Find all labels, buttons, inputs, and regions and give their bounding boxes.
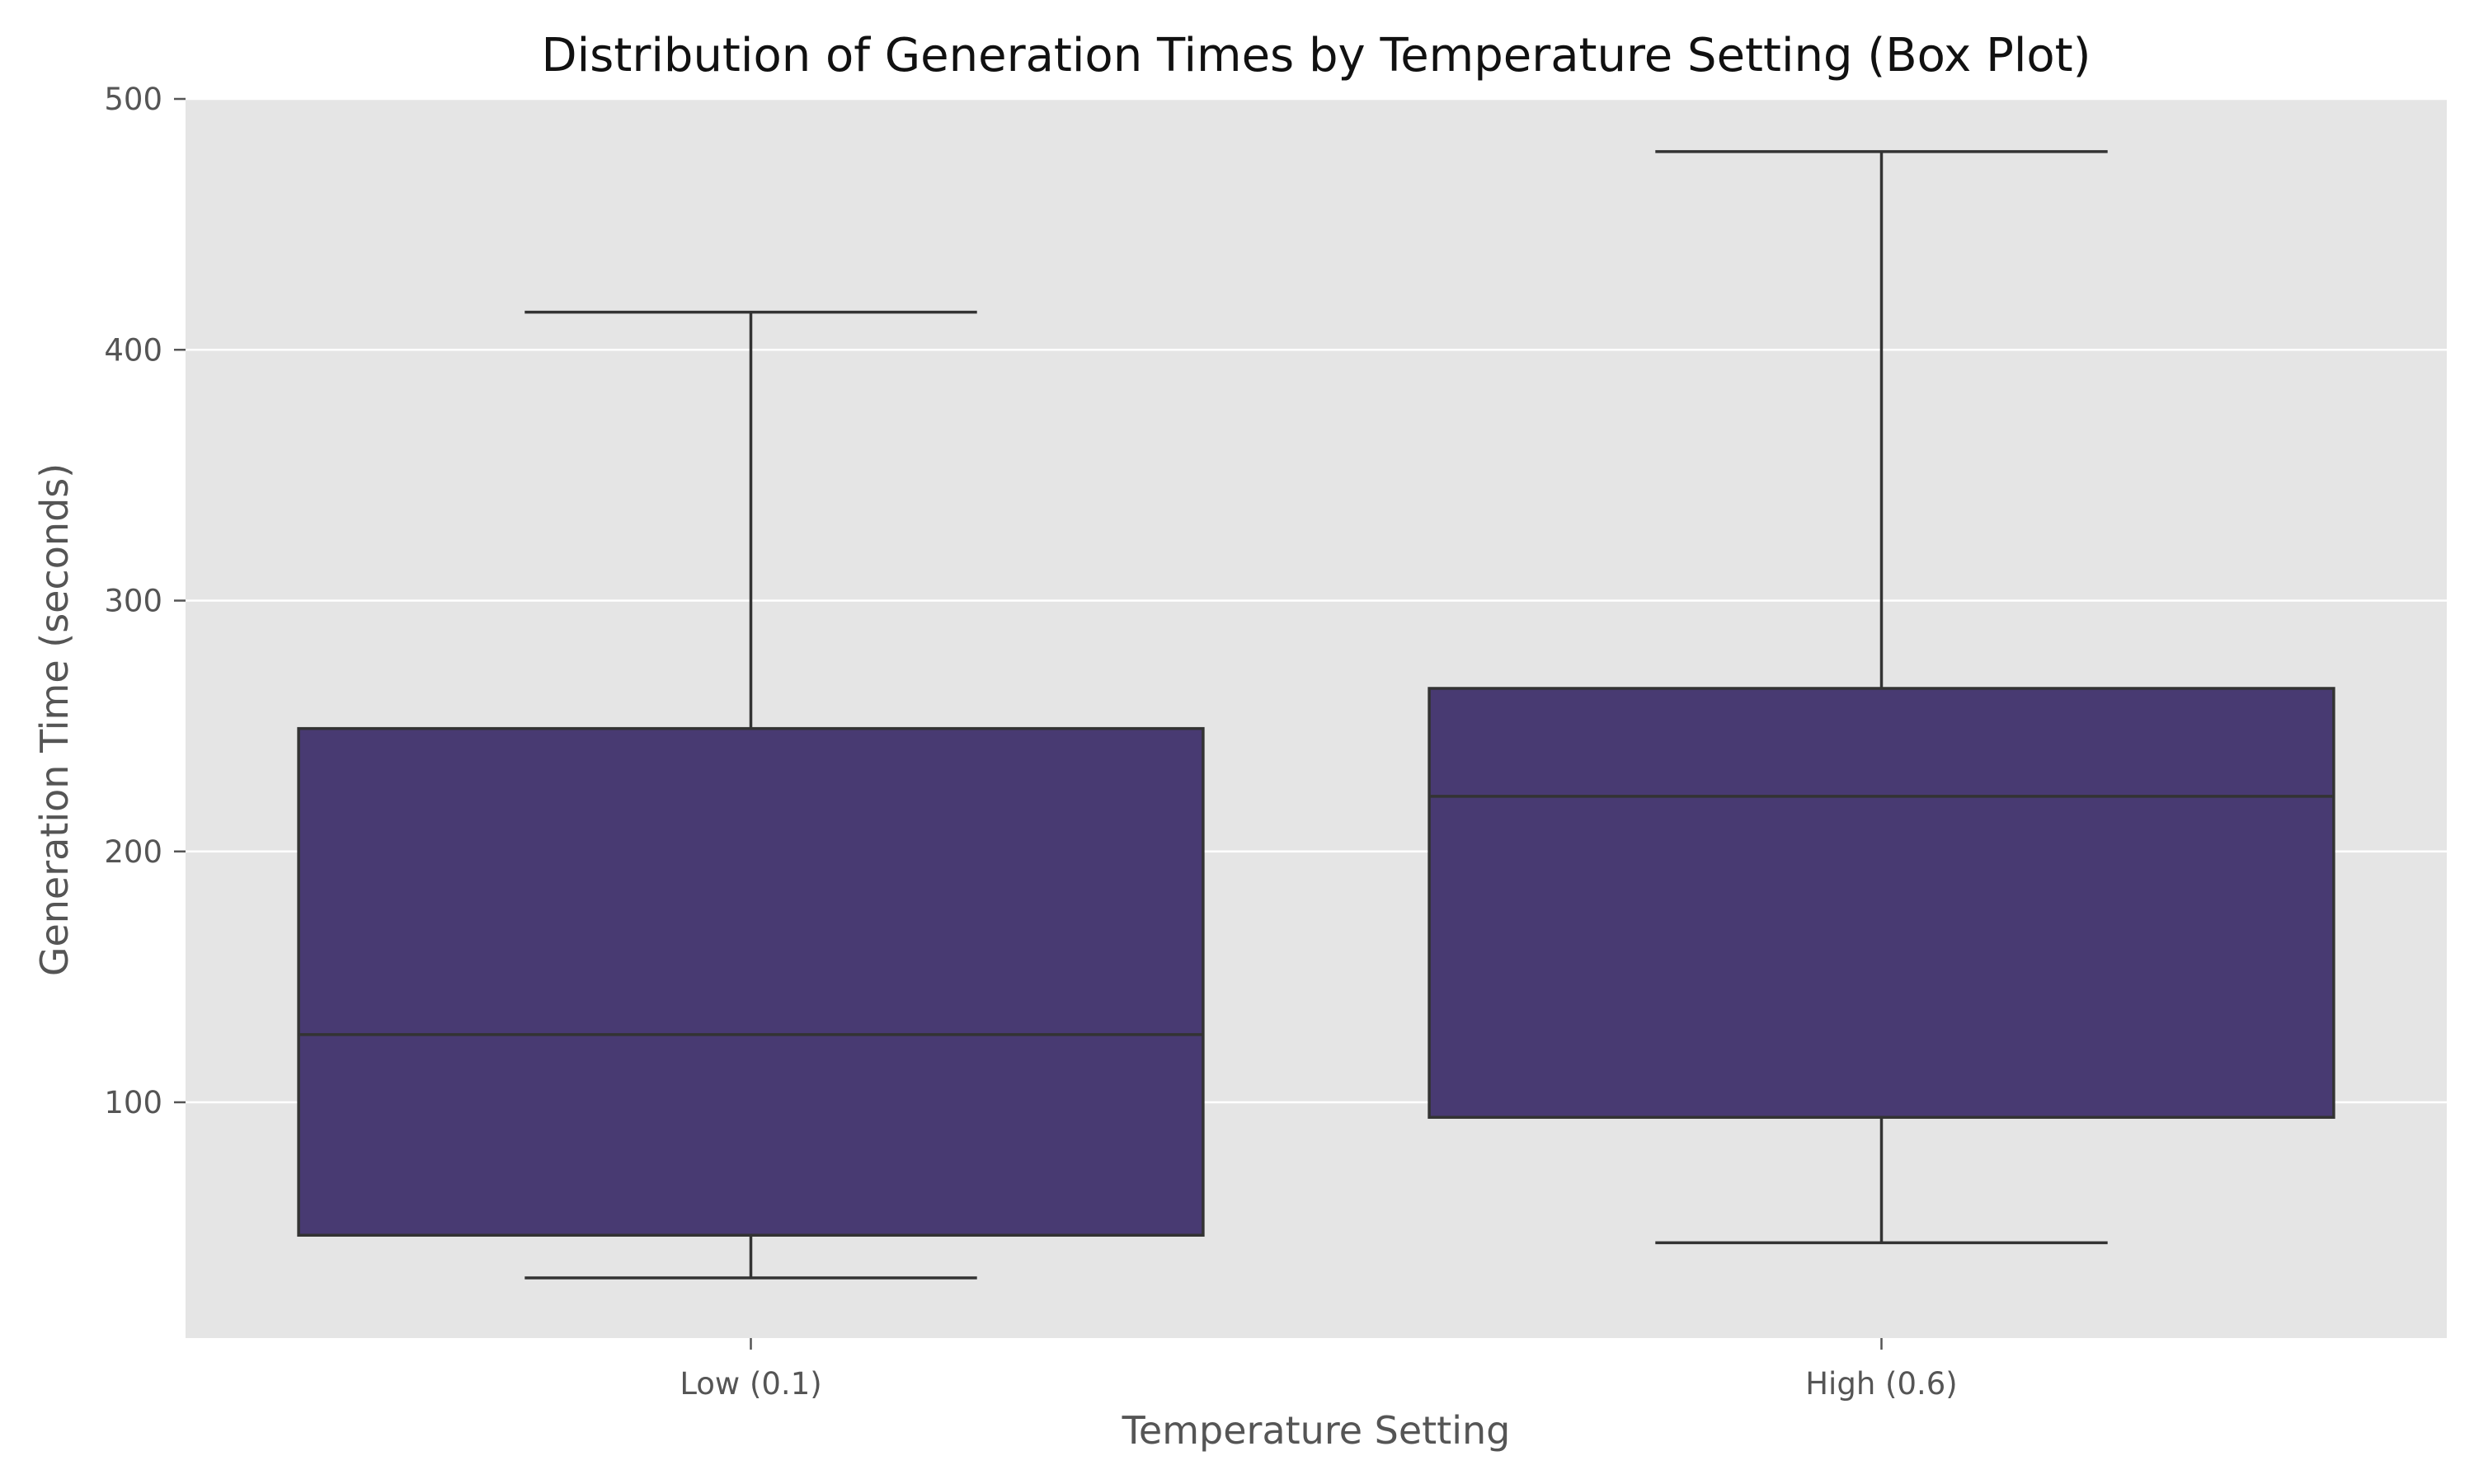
x-tick-label: High (0.6): [1805, 1366, 1958, 1402]
y-tick-label: 500: [104, 82, 162, 117]
y-axis-label: Generation Time (seconds): [32, 463, 77, 976]
y-tick-label: 100: [104, 1085, 162, 1120]
y-tick-label: 300: [104, 584, 162, 619]
x-tick-label: Low (0.1): [680, 1366, 821, 1402]
chart-title: Distribution of Generation Times by Temp…: [542, 29, 2091, 82]
iqr-box: [297, 726, 1205, 1237]
iqr-box: [1427, 687, 2335, 1120]
x-axis-label: Temperature Setting: [1122, 1408, 1511, 1453]
y-tick-label: 200: [104, 834, 162, 870]
boxes: [297, 150, 2335, 1280]
box-group: [297, 310, 1205, 1280]
y-axis: 100 200 300 400 500: [104, 82, 186, 1120]
x-axis: Low (0.1) High (0.6): [680, 1338, 1958, 1402]
y-tick-label: 400: [104, 332, 162, 368]
box-group: [1427, 150, 2335, 1245]
